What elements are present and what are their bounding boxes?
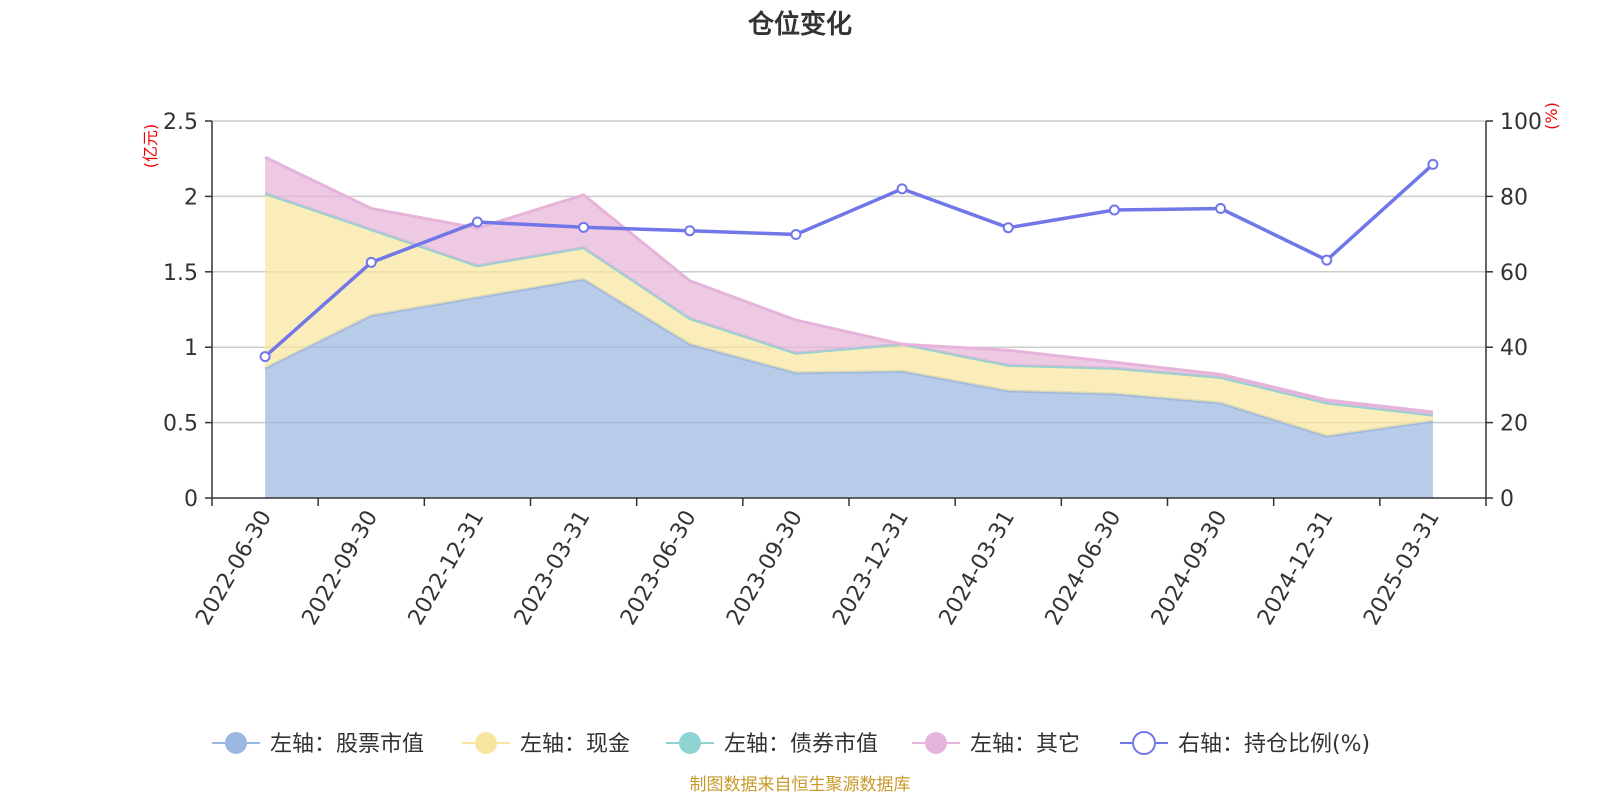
legend: 左轴：股票市值 左轴：现金 左轴：债券市值 左轴：其它 右轴：持仓比例(%) <box>212 731 1370 757</box>
ratio-point <box>684 225 696 237</box>
area-series-0 <box>265 279 1433 498</box>
left-axis-unit: (亿元) <box>141 124 160 169</box>
x-tick-label: 2022-09-30 <box>298 506 384 629</box>
ratio-point <box>365 256 377 268</box>
x-tick-label: 2024-09-30 <box>1147 506 1233 629</box>
right-tick-label: 40 <box>1500 336 1528 361</box>
legend-label: 左轴：现金 <box>520 732 630 757</box>
ratio-line <box>259 158 1439 363</box>
ratio-point <box>1108 204 1120 216</box>
x-tick-label: 2024-12-31 <box>1253 506 1339 629</box>
ratio-point <box>896 183 908 195</box>
ratio-point <box>1321 254 1333 266</box>
x-tick-label: 2024-06-30 <box>1041 506 1127 629</box>
chart-title: 仓位变化 <box>747 9 852 40</box>
legend-item: 右轴：持仓比例(%) <box>1120 731 1370 757</box>
ratio-line-path <box>263 163 1435 358</box>
left-tick-label: 1.5 <box>163 261 198 286</box>
ratio-point <box>1002 222 1014 234</box>
left-tick-label: 1 <box>184 336 198 361</box>
left-tick-label: 0 <box>184 487 198 512</box>
legend-label: 左轴：其它 <box>970 732 1080 757</box>
right-tick-label: 60 <box>1500 261 1528 286</box>
source-note: 制图数据来自恒生聚源数据库 <box>690 775 911 795</box>
x-tick-label: 2022-06-30 <box>191 506 277 629</box>
x-tick-label: 2024-03-31 <box>935 506 1021 629</box>
right-tick-label: 100 <box>1500 110 1542 135</box>
legend-marker <box>225 732 247 754</box>
ratio-point <box>1427 158 1439 170</box>
legend-marker <box>925 732 947 754</box>
ratio-point <box>471 216 483 228</box>
legend-label: 左轴：债券市值 <box>724 732 878 757</box>
x-tick-label: 2023-03-31 <box>510 506 596 629</box>
right-tick-label: 20 <box>1500 412 1528 437</box>
x-tick-label: 2023-12-31 <box>828 506 914 629</box>
legend-marker <box>679 732 701 754</box>
legend-marker <box>1132 731 1156 755</box>
legend-item: 左轴：股票市值 <box>212 732 424 757</box>
legend-label: 右轴：持仓比例(%) <box>1178 732 1370 757</box>
right-tick-label: 80 <box>1500 185 1528 210</box>
stacked-areas <box>264 155 1434 498</box>
x-tick-label: 2025-03-31 <box>1359 506 1445 629</box>
ratio-point <box>790 228 802 240</box>
legend-item: 左轴：债券市值 <box>666 732 878 757</box>
ratio-point <box>1215 202 1227 214</box>
legend-marker <box>475 732 497 754</box>
ratio-point <box>578 221 590 233</box>
area-series-1 <box>265 193 1433 437</box>
ratio-point <box>259 351 271 363</box>
x-tick-label: 2023-09-30 <box>722 506 808 629</box>
legend-item: 左轴：其它 <box>912 732 1080 757</box>
area-edge-3 <box>264 155 1434 414</box>
area-series-3 <box>265 157 1433 416</box>
right-tick-label: 0 <box>1500 487 1514 512</box>
legend-item: 左轴：现金 <box>462 732 630 757</box>
left-tick-label: 0.5 <box>163 412 198 437</box>
x-tick-label: 2022-12-31 <box>404 506 490 629</box>
x-tick-label: 2023-06-30 <box>616 506 702 629</box>
left-tick-label: 2.5 <box>163 110 198 135</box>
left-tick-label: 2 <box>184 185 198 210</box>
right-axis-unit: (%) <box>1542 102 1561 130</box>
legend-label: 左轴：股票市值 <box>270 732 424 757</box>
